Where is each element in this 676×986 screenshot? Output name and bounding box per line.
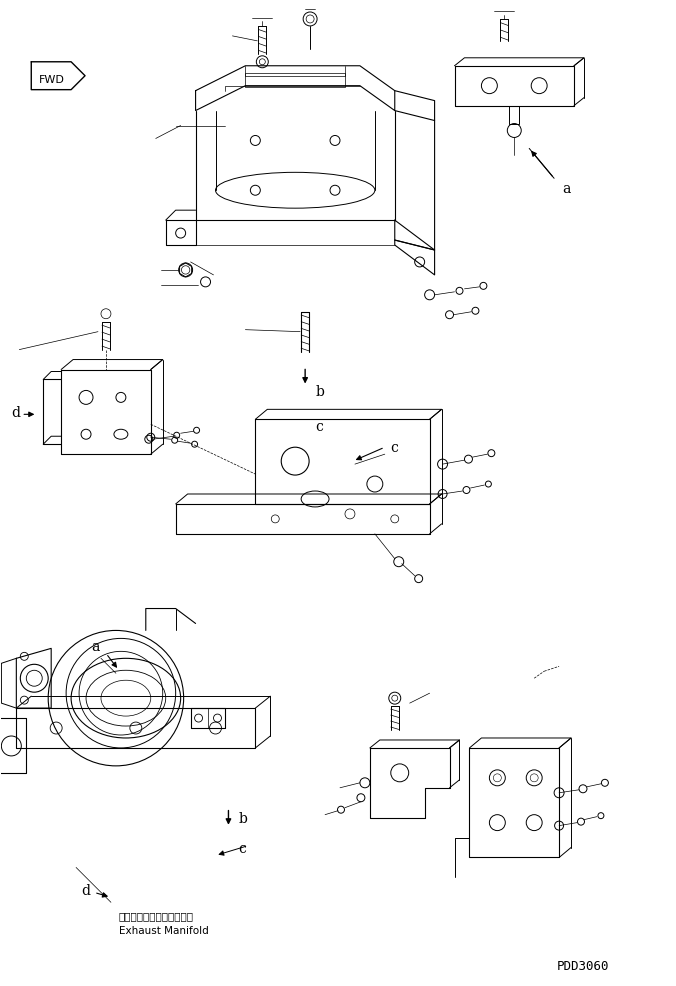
Text: c: c [390,441,397,455]
Text: d: d [11,406,20,420]
Text: c: c [315,420,323,434]
Text: エキゾーストマニホールド: エキゾーストマニホールド [119,910,194,920]
Text: a: a [562,182,571,196]
Text: FWD: FWD [39,75,65,85]
Bar [509,106,519,124]
Text: c: c [239,841,246,855]
Text: d: d [81,883,90,897]
Text: b: b [239,810,247,825]
Text: Exhaust Manifold: Exhaust Manifold [119,925,209,936]
Bar [245,74,345,88]
Text: a: a [91,640,99,654]
Text: b: b [315,385,324,399]
Text: PDD3060: PDD3060 [557,958,610,971]
